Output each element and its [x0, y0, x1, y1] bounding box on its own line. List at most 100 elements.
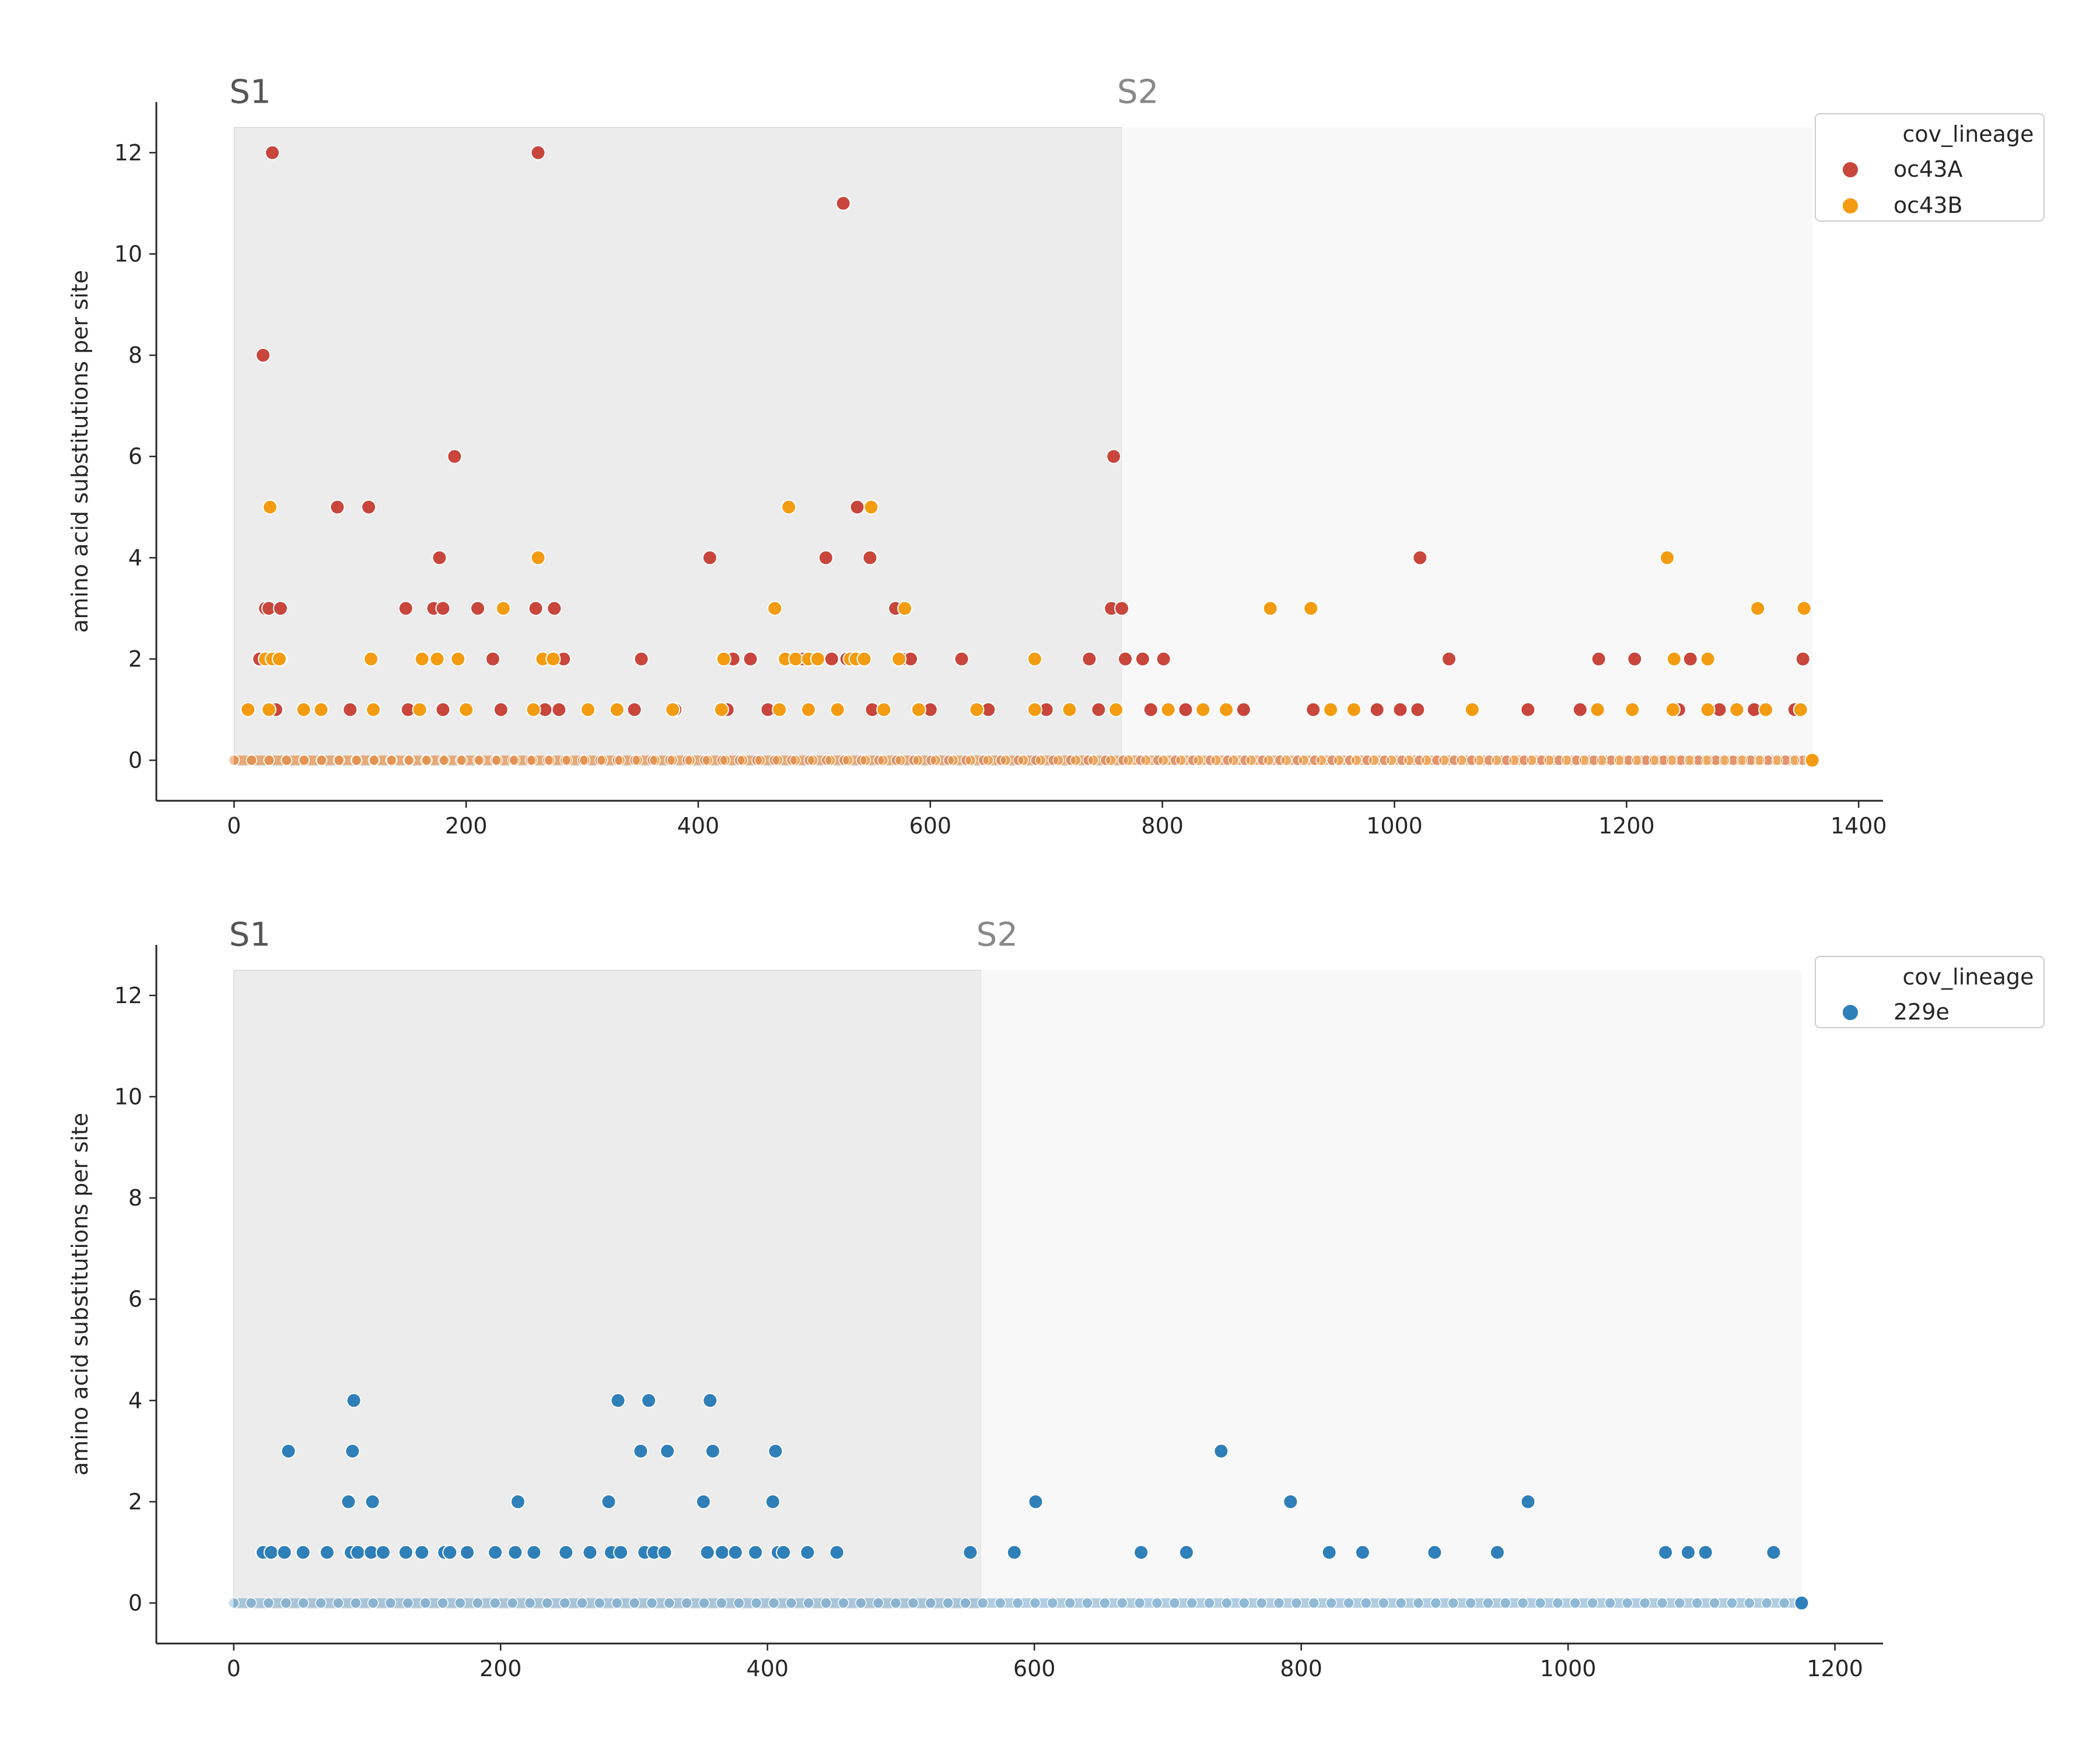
zero-point — [1013, 754, 1024, 766]
zero-point — [509, 754, 520, 766]
data-point-oc43A — [862, 550, 878, 566]
zero-point — [1709, 1597, 1720, 1609]
data-point-oc43B — [414, 651, 430, 667]
zero-point — [1745, 754, 1756, 766]
data-point-oc43B — [609, 702, 625, 717]
zero-point — [596, 754, 608, 766]
zero-point — [789, 754, 801, 766]
zero-point — [1684, 754, 1695, 766]
data-point-229e — [281, 1443, 296, 1459]
zero-point — [1029, 1597, 1041, 1609]
zero-point — [751, 754, 763, 766]
zero-point — [526, 754, 538, 766]
zero-point — [594, 1597, 606, 1609]
zero-point — [947, 754, 959, 766]
data-point-oc43A — [824, 651, 839, 667]
data-point-oc43B — [459, 702, 474, 717]
data-point-229e — [1520, 1494, 1536, 1509]
zero-point — [1000, 754, 1012, 766]
zero-point — [1274, 754, 1286, 766]
zero-point — [1245, 754, 1257, 766]
zero-point — [872, 1597, 884, 1609]
zero-point — [1534, 1597, 1546, 1609]
zero-point — [579, 754, 591, 766]
zero-point — [821, 754, 833, 766]
zero-point — [386, 754, 398, 766]
zero-point — [1273, 1597, 1285, 1609]
legend-title: cov_lineage — [1903, 121, 2034, 147]
x-tick-label: 0 — [227, 813, 241, 839]
data-point-oc43B — [767, 601, 783, 616]
zero-point — [489, 1597, 501, 1609]
zero-point — [1657, 754, 1670, 766]
zero-point — [877, 754, 889, 766]
zero-point — [1718, 754, 1731, 766]
data-point-229e — [1321, 1544, 1337, 1560]
data-point-oc43A — [1392, 702, 1408, 717]
zero-point — [772, 754, 783, 766]
data-point-oc43A — [1410, 702, 1426, 717]
data-point-229e — [695, 1494, 711, 1509]
legend-marker-oc43A — [1842, 161, 1859, 178]
x-tick-label: 1200 — [1598, 813, 1655, 839]
x-tick-label: 800 — [1280, 1656, 1322, 1681]
zero-point — [281, 754, 293, 766]
zero-point — [1438, 754, 1450, 766]
data-point-229e — [641, 1393, 657, 1408]
data-point-oc43A — [528, 601, 544, 616]
data-point-229e — [1028, 1494, 1044, 1509]
zero-point — [369, 754, 380, 766]
data-point-oc43B — [800, 702, 816, 717]
zero-point — [367, 1597, 379, 1609]
data-point-oc43B — [1323, 702, 1339, 717]
data-point-oc43A — [1627, 651, 1643, 667]
data-point-oc43B — [429, 651, 445, 667]
zero-point — [1465, 1597, 1476, 1609]
region-band-s1 — [233, 127, 1122, 766]
zero-point — [925, 1597, 936, 1609]
data-point-oc43A — [634, 651, 649, 667]
zero-point — [1175, 754, 1187, 766]
zero-point — [838, 754, 850, 766]
data-point-oc43B — [450, 651, 466, 667]
zero-point — [649, 754, 661, 766]
data-point-oc43B — [1793, 702, 1808, 717]
zero-point — [1308, 1597, 1320, 1609]
data-point-oc43B — [240, 702, 256, 717]
zero-point — [978, 754, 989, 766]
zero-point — [1157, 754, 1170, 766]
zero-point — [1788, 754, 1801, 766]
zero-point — [1395, 1597, 1407, 1609]
data-point-229e — [1427, 1544, 1443, 1560]
data-point-229e — [657, 1544, 673, 1560]
zero-point — [454, 1597, 466, 1609]
data-point-229e — [319, 1544, 335, 1560]
data-point-oc43B — [716, 651, 732, 667]
data-point-oc43A — [447, 448, 463, 464]
zero-point — [1263, 754, 1275, 766]
data-point-229e — [508, 1544, 523, 1560]
data-point-oc43B — [1027, 702, 1042, 717]
zero-point — [228, 1597, 240, 1609]
data-point-229e — [263, 1544, 279, 1560]
panel-top: S1 S2 0 200 400 600 800 1000 1200 1400 0 2 4 6 8 10 12 am… — [67, 73, 2045, 839]
data-point-229e — [276, 1544, 292, 1560]
data-point-229e — [582, 1544, 598, 1560]
data-point-oc43A — [1135, 651, 1150, 667]
zero-point — [1736, 754, 1748, 766]
zero-point — [734, 754, 746, 766]
data-point-oc43A — [1082, 651, 1097, 667]
data-point-oc43A — [1572, 702, 1588, 717]
zero-point — [1604, 1597, 1616, 1609]
zero-point — [820, 1597, 832, 1609]
zero-point — [1570, 754, 1583, 766]
zero-point — [1552, 1597, 1564, 1609]
data-point-oc43B — [530, 550, 546, 566]
data-point-229e — [765, 1494, 780, 1509]
data-point-oc43A — [1682, 651, 1698, 667]
data-point-oc43B — [313, 702, 329, 717]
zero-point — [1326, 754, 1338, 766]
zero-point — [280, 1597, 292, 1609]
data-point-229e — [660, 1443, 676, 1459]
